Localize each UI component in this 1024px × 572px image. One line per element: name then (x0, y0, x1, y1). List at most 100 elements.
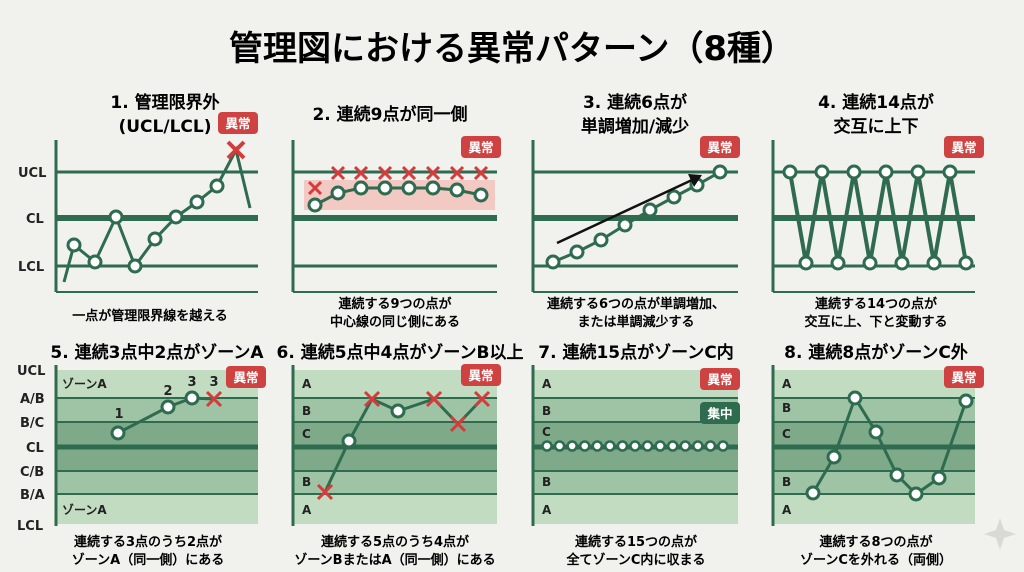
panel-4-badge: 異常 (944, 136, 984, 158)
panel-5-axis-ab: A/B (20, 392, 45, 407)
panel-6-badge-label: 異常 (468, 368, 493, 383)
panel-6-x-marks (316, 390, 491, 501)
panel-2: 2. 連続9点が同一側 (291, 104, 501, 330)
panel-3-badge: 異常 (700, 136, 740, 158)
panel-8-caption-line-1: 連続する8つの点が (819, 534, 932, 550)
panel-5-badge: 異常 (226, 366, 266, 388)
panel-7-point (692, 440, 704, 452)
panel-7-point (578, 440, 591, 452)
panel-7-zone-b-bottom: B (542, 475, 551, 489)
panel-4-caption-line-2: 交互に上、下と変動する (804, 314, 947, 330)
panel-2-x-marks (307, 165, 489, 196)
panel-7-point (541, 440, 553, 452)
panel-3-caption-line-2: または単調減少する (577, 314, 694, 330)
panel-1-title-line-2: (UCL/LCL) (118, 117, 211, 137)
panel-7-point (717, 440, 729, 452)
panel-3-title-line-1: 3. 連続6点が (583, 92, 687, 113)
panel-6-zone-c: C (302, 427, 311, 441)
panel-3-caption-line-1: 連続する6つの点が単調増加、 (547, 296, 725, 312)
panel-5-caption-line-1: 連続する3点のうち2点が (74, 534, 222, 550)
panel-8-zone-c: C (782, 427, 791, 441)
panel-1-badge-label: 異常 (225, 116, 250, 131)
panel-5-axis-bc: B/C (20, 416, 44, 431)
panel-6: 6. 連続5点中4点がゾーンB以上 A B C B A (277, 342, 524, 568)
panel-1-anomaly-x-icon (226, 140, 246, 160)
panel-7-title: 7. 連続15点がゾーンC内 (538, 342, 734, 363)
panel-3-title-line-2: 単調増加/減少 (581, 116, 689, 137)
panel-5-title: 5. 連続3点中2点がゾーンA (50, 342, 264, 363)
panel-5: 5. 連続3点中2点がゾーンA UCL A/B B/C CL C/B B/A L… (17, 342, 266, 568)
panel-7-badge: 異常 (700, 368, 740, 390)
panel-1-axis-lcl: LCL (18, 260, 44, 275)
panel-7-point (553, 440, 566, 452)
panel-2-badge-label: 異常 (468, 140, 493, 155)
panel-6-zone-a-top: A (302, 377, 312, 391)
panel-5-point-number-1: 1 (114, 407, 123, 422)
panel-4: 4. 連続14点が 交互に上下 異常 連続する14つの点が 交互に上、下と変動す… (771, 92, 984, 330)
panel-5-anomaly-x-icon (205, 390, 223, 408)
panel-3-badge-label: 異常 (707, 140, 732, 155)
panel-1-caption: 一点が管理限界線を越える (72, 308, 228, 324)
panel-1-badge: 異常 (218, 112, 258, 134)
panel-7-point (616, 440, 629, 452)
panel-1: 1. 管理限界外 (UCL/LCL) UCL CL LCL 異常 (18, 92, 258, 324)
panel-6-title: 6. 連続5点中4点がゾーンB以上 (277, 342, 524, 363)
panel-5-axis-ucl: UCL (17, 364, 45, 379)
panel-4-badge-label: 異常 (951, 140, 976, 155)
panel-2-badge: 異常 (461, 136, 501, 158)
panel-8-zone-a-bottom: A (782, 503, 792, 517)
panel-7-point (654, 440, 666, 452)
panel-7-zone-c: C (542, 425, 551, 439)
panel-8-badge: 異常 (944, 366, 984, 388)
panel-2-caption-line-1: 連続する9つの点が (338, 296, 451, 312)
panel-5-axis-cl: CL (26, 441, 44, 456)
panel-8-title: 8. 連続8点がゾーンC外 (784, 342, 968, 363)
panel-7-point (604, 440, 616, 452)
panel-7-zone-b-top: B (542, 404, 551, 418)
panel-7-point (679, 440, 692, 452)
panel-7-badge-label: 異常 (707, 372, 732, 387)
panel-8-caption-line-2: ゾーンCを外れる（両側） (800, 552, 952, 568)
panel-4-caption-line-1: 連続する14つの点が (815, 296, 937, 312)
sparkle-icon (984, 518, 1016, 550)
panel-5-zone-a-bottom: ゾーンA (62, 502, 107, 517)
page-title: 管理図における異常パターン（8種） (229, 29, 795, 69)
panel-8: 8. 連続8点がゾーンC外 A B C B A (771, 342, 984, 568)
panel-6-caption-line-1: 連続する5点のうち4点が (321, 534, 469, 550)
panel-7-point (641, 440, 654, 452)
panel-7-concentration-label: 集中 (706, 406, 732, 421)
panel-7: 7. 連続15点がゾーンC内 A B C B A 異常 (531, 342, 740, 568)
panel-8-zone-b-top: B (782, 401, 791, 415)
panel-4-title-line-1: 4. 連続14点が (818, 92, 934, 113)
panel-6-zone-a-bottom: A (302, 503, 312, 517)
panel-6-badge: 異常 (461, 364, 501, 386)
panel-5-zone-a-top: ゾーンA (62, 376, 107, 391)
panel-1-title-line-1: 1. 管理限界外 (110, 92, 219, 113)
panel-7-point (666, 440, 679, 452)
panel-5-point-number-2: 2 (163, 384, 172, 399)
panel-7-point (566, 440, 578, 452)
panel-5-point-number-3a: 3 (187, 375, 196, 390)
panel-7-zone-a-top: A (542, 377, 552, 391)
panel-8-zone-a-top: A (782, 377, 792, 391)
panel-7-point (591, 440, 604, 452)
panel-7-caption-line-2: 全てゾーンC内に収まる (566, 552, 706, 568)
panel-6-zone-b-top: B (302, 404, 311, 418)
panel-3: 3. 連続6点が 単調増加/減少 異常 連続する6つの点が単調増加、 ま (531, 92, 740, 330)
panel-5-axis-cb: C/B (20, 465, 44, 480)
panel-7-points (541, 440, 729, 452)
panel-7-point (704, 440, 717, 452)
panel-2-title: 2. 連続9点が同一側 (312, 104, 467, 125)
panel-7-point (629, 440, 641, 452)
panel-4-title-line-2: 交互に上下 (834, 116, 919, 137)
panel-7-caption-line-1: 連続する15つの点が (575, 534, 697, 550)
panel-5-axis-lcl: LCL (17, 519, 43, 534)
panel-8-badge-label: 異常 (951, 370, 976, 385)
panel-6-caption-line-2: ゾーンBまたはA（同一側）にある (294, 552, 495, 568)
panel-6-zone-b-bottom: B (302, 475, 311, 489)
panel-5-point-number-3b: 3 (209, 375, 218, 390)
panel-7-zone-a-bottom: A (542, 503, 552, 517)
panel-5-badge-label: 異常 (233, 370, 258, 385)
